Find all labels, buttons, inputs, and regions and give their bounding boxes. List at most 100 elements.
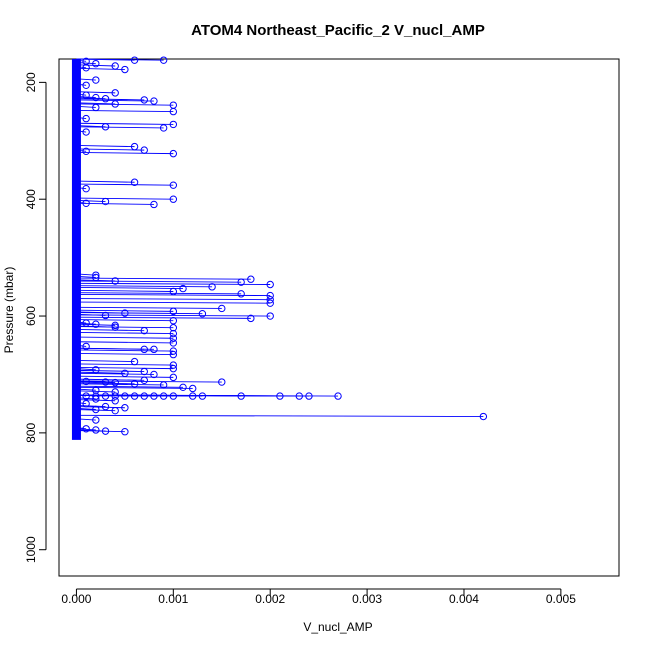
series-line-segment — [76, 152, 174, 155]
data-point — [111, 89, 119, 97]
series-line-segment — [76, 331, 174, 335]
series-line-segment — [76, 336, 174, 339]
series-line-segment — [76, 369, 145, 372]
data-point — [101, 392, 110, 400]
data-point — [189, 392, 197, 400]
data-point — [92, 273, 100, 282]
data-point — [101, 311, 110, 320]
data-point — [82, 392, 90, 400]
data-point — [247, 275, 255, 283]
chart-title: ATOM4 Northeast_Pacific_2 V_nucl_AMP — [191, 22, 485, 39]
data-point — [92, 320, 100, 328]
x-tick-label: 0.004 — [449, 592, 479, 606]
data-point — [140, 326, 148, 335]
y-tick-label: 800 — [24, 423, 38, 443]
data-point — [179, 284, 187, 293]
data-point — [276, 392, 284, 400]
series-line-segment — [76, 130, 87, 133]
series-line-segment — [76, 301, 271, 304]
data-point — [189, 384, 197, 393]
data-point — [169, 307, 178, 316]
data-point — [111, 397, 119, 405]
series-line-segment — [76, 91, 116, 94]
data-point — [111, 100, 119, 108]
series-line-segment — [76, 352, 174, 356]
series-line-segment — [76, 280, 242, 283]
series-line-segment — [76, 183, 174, 186]
series-line-segment — [76, 286, 184, 290]
series-line-segment — [76, 298, 271, 301]
data-point — [247, 314, 255, 323]
series-line-segment — [76, 404, 106, 408]
series-line-segment — [76, 344, 87, 347]
plot-area — [71, 56, 488, 440]
data-point — [92, 59, 100, 68]
data-point — [82, 199, 90, 207]
data-point — [305, 392, 313, 400]
series-line-segment — [76, 306, 222, 309]
data-point — [169, 347, 178, 355]
series-line-segment — [76, 187, 87, 190]
data-point — [169, 324, 178, 332]
data-point — [169, 334, 178, 342]
data-point — [266, 280, 274, 289]
data-point — [150, 370, 158, 379]
data-point — [169, 329, 178, 338]
series-line-segment — [76, 394, 339, 397]
series-line-segment — [76, 329, 145, 332]
data-point — [169, 350, 178, 359]
data-point — [82, 91, 90, 99]
data-point — [92, 103, 100, 112]
series-line-segment — [76, 311, 125, 314]
series-line-segment — [76, 103, 174, 106]
series-line-segment — [76, 363, 174, 366]
data-point — [82, 319, 90, 327]
series-line-segment — [76, 309, 174, 312]
data-point — [121, 392, 129, 400]
data-point — [92, 405, 100, 414]
data-point — [140, 367, 148, 376]
data-point — [140, 146, 148, 154]
x-axis: 0.000 0.001 0.002 0.003 0.004 0.005 — [61, 588, 576, 606]
series-line-segment — [76, 399, 116, 402]
data-point — [169, 149, 178, 158]
data-point — [130, 380, 139, 388]
plot-frame — [58, 58, 620, 577]
series-line-segment — [76, 277, 251, 280]
data-point — [111, 406, 119, 415]
series-line-segment — [76, 383, 164, 386]
series-line-segment — [76, 385, 184, 388]
series-line-segment — [76, 202, 154, 205]
series-line-segment — [76, 149, 87, 152]
y-tick-label: 200 — [24, 72, 38, 92]
x-tick-label: 0.001 — [158, 592, 188, 606]
data-point — [82, 147, 90, 156]
data-point — [169, 373, 178, 382]
data-point — [179, 383, 187, 392]
series-line-segment — [76, 390, 116, 393]
data-point — [130, 178, 139, 186]
series-line-segment — [76, 98, 145, 101]
data-point — [101, 95, 110, 103]
x-axis-label: V_nucl_AMP — [303, 620, 372, 634]
y-tick-label: 1000 — [24, 536, 38, 563]
series-line-segment — [76, 102, 116, 105]
series-line-segment — [76, 197, 174, 200]
data-point — [82, 377, 90, 386]
series-line-segment — [76, 180, 135, 183]
data-point — [111, 378, 119, 387]
data-point — [140, 96, 148, 104]
data-point — [266, 312, 274, 320]
y-axis: 200 400 600 800 1000 — [24, 72, 47, 563]
data-point — [101, 197, 110, 206]
series-line-segment — [76, 366, 174, 370]
data-point — [111, 388, 119, 396]
data-point — [479, 412, 488, 421]
data-point — [121, 404, 129, 412]
data-point — [198, 392, 207, 400]
data-point — [159, 392, 168, 400]
data-point — [295, 392, 303, 400]
data-point — [101, 123, 110, 131]
series-line-segment — [76, 430, 125, 433]
data-point — [159, 381, 168, 389]
